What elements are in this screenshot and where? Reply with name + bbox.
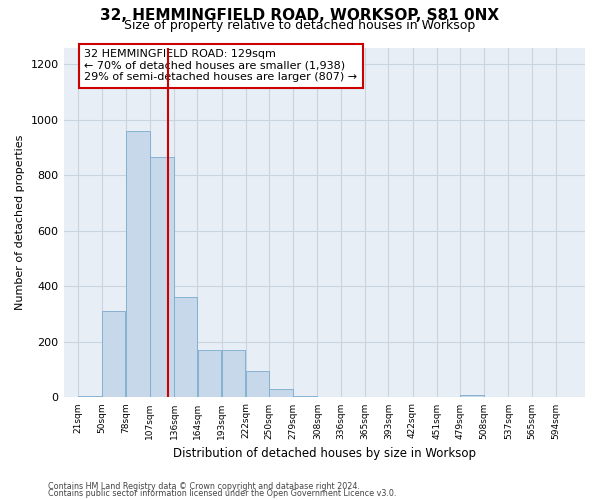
Bar: [222, 350, 245, 398]
Text: 32, HEMMINGFIELD ROAD, WORKSOP, S81 0NX: 32, HEMMINGFIELD ROAD, WORKSOP, S81 0NX: [100, 8, 500, 22]
Bar: [78, 396, 102, 398]
Bar: [460, 394, 484, 398]
Bar: [269, 389, 293, 398]
Bar: [126, 131, 149, 398]
Bar: [246, 371, 269, 398]
Bar: [174, 298, 197, 398]
Bar: [150, 157, 174, 398]
Bar: [293, 396, 317, 398]
Text: 32 HEMMINGFIELD ROAD: 129sqm
← 70% of detached houses are smaller (1,938)
29% of: 32 HEMMINGFIELD ROAD: 129sqm ← 70% of de…: [85, 49, 358, 82]
Y-axis label: Number of detached properties: Number of detached properties: [15, 135, 25, 310]
Bar: [103, 312, 125, 398]
Bar: [197, 350, 221, 398]
Text: Contains HM Land Registry data © Crown copyright and database right 2024.: Contains HM Land Registry data © Crown c…: [48, 482, 360, 491]
Text: Size of property relative to detached houses in Worksop: Size of property relative to detached ho…: [124, 18, 476, 32]
X-axis label: Distribution of detached houses by size in Worksop: Distribution of detached houses by size …: [173, 447, 476, 460]
Text: Contains public sector information licensed under the Open Government Licence v3: Contains public sector information licen…: [48, 489, 397, 498]
